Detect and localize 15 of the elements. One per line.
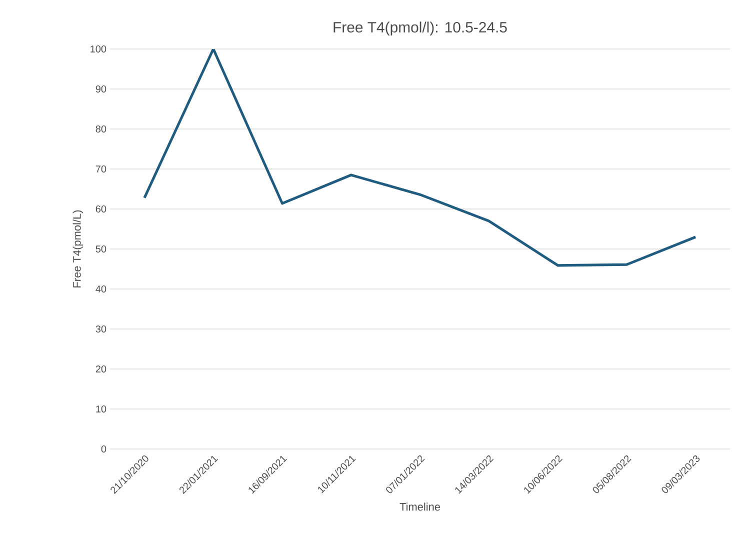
line-series [143,48,697,267]
y-tick-label: 0 [101,445,106,453]
y-tick-label: 80 [96,125,106,133]
y-axis-title: Free T4(pmol/L) [72,210,84,288]
y-tick-label: 100 [90,45,106,53]
y-tick-label: 30 [96,325,106,333]
y-tick-label: 40 [96,285,106,293]
y-tick-label: 60 [96,205,106,213]
chart-title: Free T4(pmol/l): 10.5-24.5 [334,22,507,36]
y-tick-label: 10 [96,405,106,413]
y-tick-label: 50 [96,245,106,253]
y-tick-label: 70 [96,165,106,173]
x-axis-title: Timeline [400,502,440,511]
y-tick-label: 90 [96,85,106,93]
y-tick-label: 20 [96,365,106,373]
